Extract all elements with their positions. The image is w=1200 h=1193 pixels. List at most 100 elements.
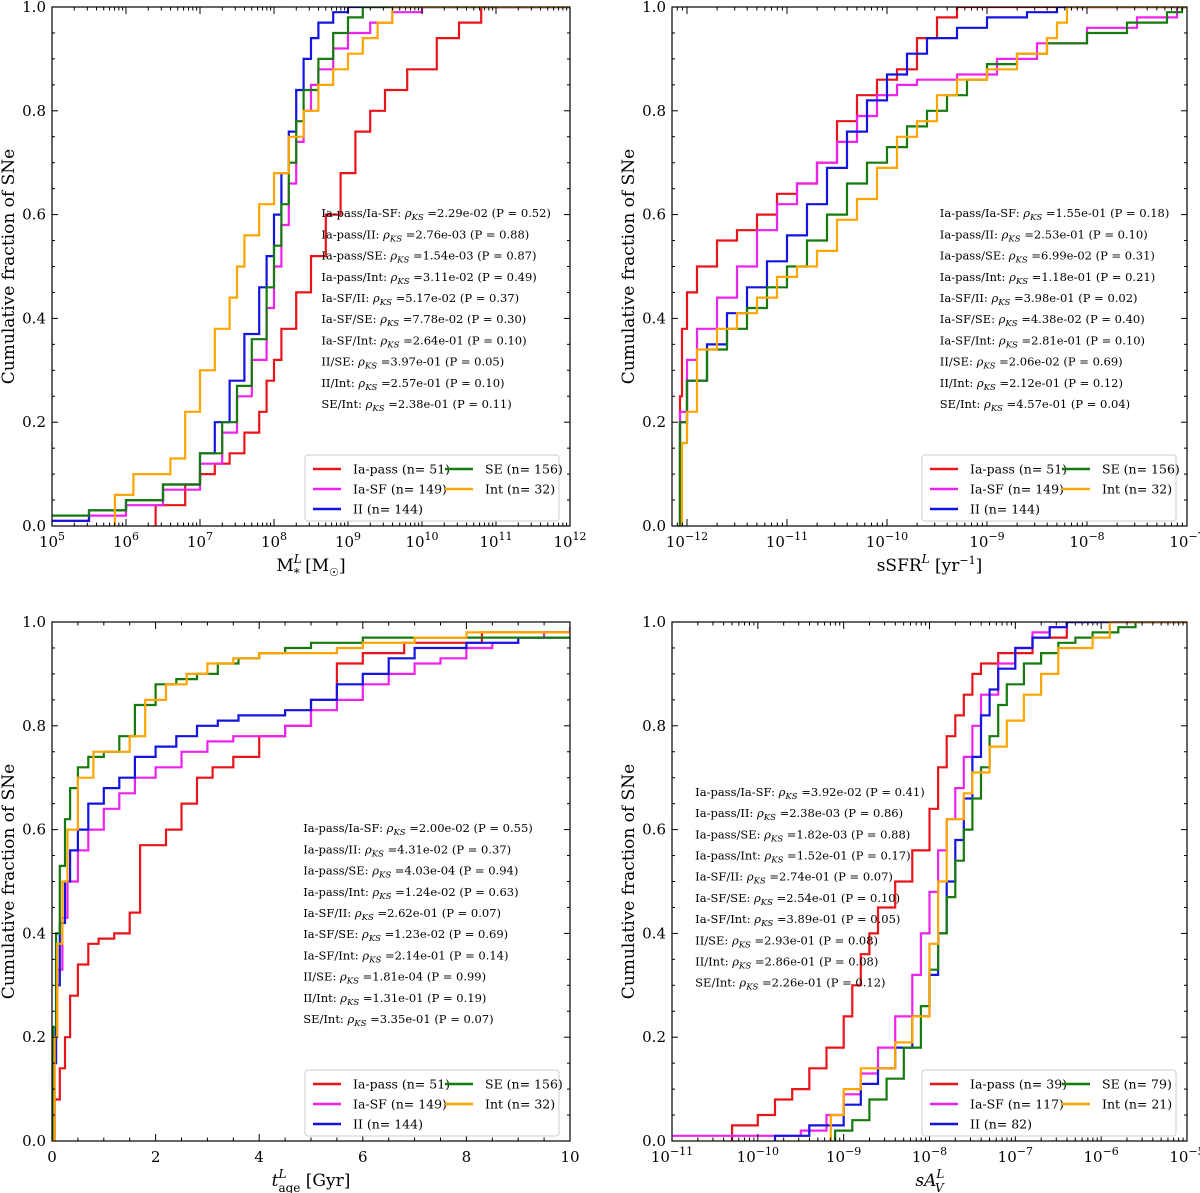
x-tick-label: 10−7 — [1169, 530, 1200, 551]
ks-stat-line: Ia-pass/Int: ρKS =1.18e-01 (P = 0.21) — [940, 270, 1155, 287]
x-tick-label: 2 — [151, 1148, 161, 1166]
ks-stat-line: Ia-pass/II: ρKS =2.53e-01 (P = 0.10) — [940, 227, 1148, 244]
x-axis-label: sSFRL [yr−1] — [877, 552, 983, 576]
legend-label: Ia-pass (n= 51) — [970, 462, 1067, 477]
ks-stat-line: Ia-SF/II: ρKS =5.17e-02 (P = 0.37) — [321, 291, 519, 308]
y-tick-label: 0.6 — [642, 206, 666, 224]
cdf-line-int — [113, 7, 570, 526]
cdf-line-se — [52, 636, 570, 1141]
cdf-line-int — [829, 622, 1187, 1141]
ks-stat-line: Ia-pass/SE: ρKS =6.99e-02 (P = 0.31) — [940, 249, 1155, 266]
ks-stat-line: Ia-SF/Int: ρKS =2.64e-01 (P = 0.10) — [321, 333, 526, 350]
legend-label: SE (n= 156) — [485, 462, 563, 477]
y-axis-label: Cumulative fraction of SNe — [0, 764, 19, 999]
ks-stat-line: Ia-pass/II: ρKS =2.38e-03 (P = 0.86) — [695, 806, 903, 823]
cdf-line-ia-pass — [52, 631, 570, 1141]
ks-stat-line: Ia-pass/II: ρKS =4.31e-02 (P = 0.37) — [303, 842, 511, 859]
y-tick-label: 1.0 — [642, 0, 666, 16]
x-tick-label: 0 — [47, 1148, 57, 1166]
ks-stat-line: SE/Int: ρKS =4.57e-01 (P = 0.04) — [940, 397, 1130, 414]
y-tick-label: 0.8 — [22, 717, 46, 735]
y-tick-label: 0.4 — [22, 309, 46, 327]
y-tick-label: 0.2 — [22, 1028, 46, 1046]
legend-label: Int (n= 32) — [485, 482, 555, 497]
y-tick-label: 0.2 — [642, 413, 666, 431]
legend-label: Ia-SF (n= 149) — [353, 482, 447, 497]
ks-stat-line: SE/Int: ρKS =3.35e-01 (P = 0.07) — [303, 1012, 493, 1029]
y-tick-label: 1.0 — [22, 613, 46, 631]
ks-stat-line: II/Int: ρKS =2.12e-01 (P = 0.12) — [940, 376, 1123, 393]
ks-stat-line: Ia-pass/Int: ρKS =3.11e-02 (P = 0.49) — [321, 270, 536, 287]
ks-stat-line: Ia-pass/Int: ρKS =1.24e-02 (P = 0.63) — [303, 885, 518, 902]
x-axis-label: sAL V — [915, 1167, 945, 1193]
y-axis-label: Cumulative fraction of SNe — [619, 764, 639, 999]
x-tick-label: 4 — [254, 1148, 264, 1166]
legend-label: II (n= 144) — [353, 1117, 423, 1132]
ks-stat-line: Ia-pass/II: ρKS =2.76e-03 (P = 0.88) — [321, 227, 529, 244]
x-axis-label: ML * [M☉] — [276, 552, 345, 580]
x-tick-label: 10−9 — [826, 1145, 861, 1166]
ks-stat-line: Ia-SF/II: ρKS =3.98e-01 (P = 0.02) — [940, 291, 1138, 308]
cdf-line-ia-sf — [52, 7, 570, 522]
cdf-line-ia-sf — [52, 627, 570, 1141]
x-tick-label: 10−10 — [737, 1145, 779, 1166]
x-tick-label: 10−8 — [912, 1145, 947, 1166]
ks-stat-line: Ia-pass/SE: ρKS =4.03e-04 (P = 0.94) — [303, 864, 518, 881]
legend-label: Int (n= 21) — [1102, 1097, 1172, 1112]
ks-stat-line: Ia-pass/Ia-SF: ρKS =3.92e-02 (P = 0.41) — [695, 785, 925, 802]
x-tick-label: 1010 — [405, 530, 438, 551]
legend-label: II (n= 144) — [353, 502, 423, 517]
legend-label: SE (n= 156) — [485, 1077, 563, 1092]
ks-stat-line: Ia-SF/SE: ρKS =2.54e-01 (P = 0.10) — [695, 891, 900, 908]
y-tick-label: 0.6 — [642, 821, 666, 839]
x-tick-label: 106 — [113, 530, 139, 551]
ks-stat-line: Ia-SF/Int: ρKS =2.14e-01 (P = 0.14) — [303, 948, 508, 965]
x-axis-label: tL age [Gyr] — [272, 1167, 351, 1193]
x-tick-label: 10−10 — [866, 530, 908, 551]
y-tick-label: 0.8 — [642, 717, 666, 735]
legend-box — [304, 454, 560, 522]
x-tick-label: 6 — [358, 1148, 368, 1166]
y-tick-label: 0.0 — [22, 517, 46, 535]
legend-label: Ia-pass (n= 51) — [353, 1077, 450, 1092]
ks-stat-line: SE/Int: ρKS =2.26e-01 (P = 0.12) — [695, 976, 885, 993]
legend-label: II (n= 144) — [970, 502, 1040, 517]
legend-label: Ia-SF (n= 117) — [970, 1097, 1064, 1112]
x-tick-label: 10−12 — [666, 530, 708, 551]
x-tick-label: 105 — [39, 530, 65, 551]
ks-stat-line: II/SE: ρKS =2.93e-01 (P = 0.08) — [695, 933, 878, 950]
x-tick-label: 10−7 — [998, 1145, 1033, 1166]
ks-stat-line: Ia-SF/SE: ρKS =7.78e-02 (P = 0.30) — [321, 312, 526, 329]
ks-stat-line: Ia-SF/II: ρKS =2.62e-01 (P = 0.07) — [303, 906, 501, 923]
x-tick-label: 10−5 — [1169, 1145, 1200, 1166]
panel-ssfr: 0.0 0.2 0.4 0.6 0.8 1.0 10−12 10−11 10−10 10−9 10−… — [619, 0, 1200, 576]
ks-stat-line: Ia-SF/Int: ρKS =3.89e-01 (P = 0.05) — [695, 912, 900, 929]
cdf-line-ia-pass — [154, 7, 570, 526]
y-tick-label: 0.0 — [642, 517, 666, 535]
ks-stat-line: Ia-pass/Ia-SF: ρKS =2.00e-02 (P = 0.55) — [303, 821, 533, 838]
y-tick-label: 0.2 — [22, 413, 46, 431]
y-tick-label: 0.4 — [642, 924, 666, 942]
legend-box — [921, 454, 1177, 522]
y-tick-label: 0.8 — [22, 102, 46, 120]
y-tick-label: 0.0 — [642, 1132, 666, 1150]
x-tick-label: 1012 — [553, 530, 586, 551]
y-tick-label: 0.4 — [642, 309, 666, 327]
legend-box — [304, 1069, 560, 1137]
legend-label: SE (n= 156) — [1102, 462, 1180, 477]
x-tick-label: 10−11 — [651, 1145, 693, 1166]
cdf-line-se — [678, 7, 1187, 526]
legend-label: Int (n= 32) — [1102, 482, 1172, 497]
cdf-line-se — [52, 7, 570, 517]
cdf-line-int — [680, 7, 1187, 526]
y-tick-label: 1.0 — [22, 0, 46, 16]
x-tick-label: 10−6 — [1084, 1145, 1119, 1166]
x-tick-label: 10 — [560, 1148, 579, 1166]
y-tick-label: 0.8 — [642, 102, 666, 120]
cdf-line-int — [52, 631, 570, 1141]
x-tick-label: 10−8 — [1069, 530, 1104, 551]
ks-stat-line: Ia-pass/SE: ρKS =1.54e-03 (P = 0.87) — [321, 249, 536, 266]
ks-stat-line: Ia-pass/Ia-SF: ρKS =2.29e-02 (P = 0.52) — [321, 206, 551, 223]
cdf-line-se — [834, 622, 1187, 1141]
